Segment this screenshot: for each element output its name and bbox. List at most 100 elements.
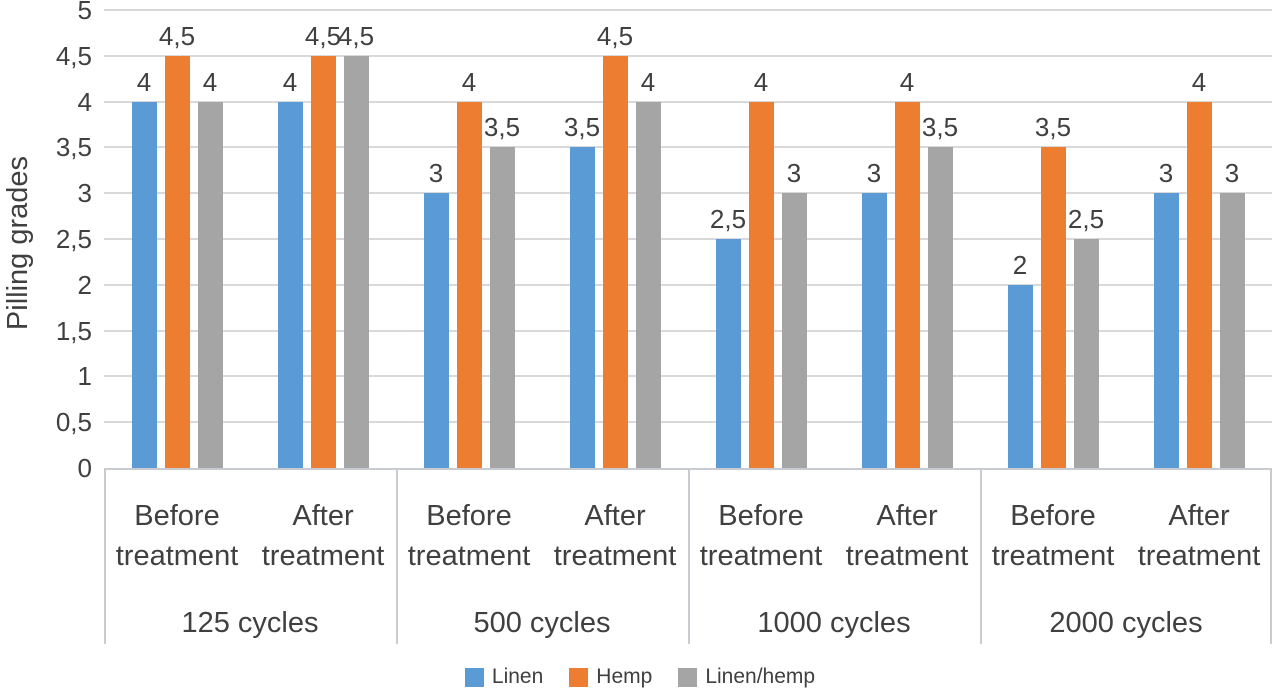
bar-value-label: 4	[753, 66, 769, 97]
category-axis-divider	[688, 470, 690, 644]
category-label-line: treatment	[115, 540, 239, 572]
legend-item-linen-hemp: Linen/hemp	[678, 665, 815, 689]
gridline	[104, 146, 1272, 149]
y-axis-tick-label: 0,5	[55, 407, 92, 438]
bar-linen-hemp	[781, 193, 807, 468]
bar-linen-hemp	[489, 147, 515, 468]
bar-hemp	[1186, 101, 1212, 468]
bar-value-label: 4	[1191, 66, 1207, 97]
bar-linen	[277, 101, 303, 468]
category-label: After treatment	[542, 496, 688, 576]
legend-swatch-icon	[678, 667, 698, 687]
legend-label: Linen	[491, 665, 544, 688]
bar-value-label: 4,5	[596, 20, 634, 51]
category-label: Before treatment	[104, 496, 250, 576]
gridline	[104, 100, 1272, 103]
category-label: After treatment	[250, 496, 396, 576]
bar-linen-hemp	[1219, 193, 1245, 468]
y-axis-tick-label: 5	[77, 0, 92, 25]
bar-linen	[1007, 284, 1033, 468]
category-label-line: After	[1168, 500, 1230, 532]
category-label-line: Before	[1010, 500, 1096, 532]
category-axis-divider	[104, 470, 106, 644]
gridline	[104, 283, 1272, 286]
gridline	[104, 421, 1272, 424]
y-axis-tick-label: 1,5	[55, 315, 92, 346]
legend-item-linen: Linen	[464, 665, 544, 689]
bar-linen	[1153, 193, 1179, 468]
bar-linen-hemp	[635, 101, 661, 468]
category-label-line: Before	[718, 500, 804, 532]
bar-value-label: 4,5	[304, 20, 342, 51]
category-label-line: treatment	[991, 540, 1115, 572]
plot-area: 4 4 3 3,5 2,5 3 2 3 4,5 4,5 4 4,5 4 4 3,5 4 4 4,5 3,5 4 3 3,5…	[104, 9, 1272, 468]
legend-swatch-icon	[569, 667, 589, 687]
category-label-line: After	[292, 500, 354, 532]
bar-value-label: 3,5	[1034, 112, 1072, 143]
y-axis-tick-label: 2	[77, 269, 92, 300]
bar-linen	[131, 101, 157, 468]
bar-hemp	[894, 101, 920, 468]
category-label-line: treatment	[407, 540, 531, 572]
category-label-line: Before	[426, 500, 512, 532]
category-label: After treatment	[834, 496, 980, 576]
bar-hemp	[602, 55, 628, 468]
group-label: 1000 cycles	[757, 607, 911, 639]
category-label: Before treatment	[688, 496, 834, 576]
category-axis-divider	[396, 470, 398, 644]
bar-linen-hemp	[343, 55, 369, 468]
legend-label: Linen/hemp	[705, 665, 816, 688]
bar-hemp	[310, 55, 336, 468]
gridline	[104, 375, 1272, 378]
bar-linen-hemp	[927, 147, 953, 468]
bar-value-label: 4,5	[158, 20, 196, 51]
y-axis-tick-labels: 0 0,5 1 1,5 2 2,5 3 3,5 4 4,5 5	[0, 0, 92, 483]
gridline	[104, 238, 1272, 240]
bar-linen	[569, 147, 595, 468]
category-label: Before treatment	[980, 496, 1126, 576]
category-label: After treatment	[1126, 496, 1272, 576]
bar-linen	[423, 193, 449, 468]
y-axis-tick-label: 3,5	[55, 132, 92, 163]
category-label-line: treatment	[845, 540, 969, 572]
category-label-line: treatment	[699, 540, 823, 572]
legend-item-hemp: Hemp	[569, 665, 652, 689]
legend: Linen Hemp Linen/hemp	[0, 660, 1280, 694]
group-label: 500 cycles	[473, 607, 611, 639]
bar-hemp	[456, 101, 482, 468]
category-label-line: treatment	[553, 540, 677, 572]
category-label-line: After	[584, 500, 646, 532]
gridline	[104, 192, 1272, 195]
category-label: Before treatment	[396, 496, 542, 576]
bar-hemp	[164, 55, 190, 468]
gridline	[104, 9, 1272, 11]
bar-hemp	[1040, 147, 1066, 468]
category-label-line: After	[876, 500, 938, 532]
bar-linen	[861, 193, 887, 468]
y-axis-tick-label: 1	[77, 361, 92, 392]
bar-value-label: 4	[461, 66, 477, 97]
group-label: 125 cycles	[181, 607, 319, 639]
legend-label: Hemp	[596, 665, 653, 688]
legend-swatch-icon	[464, 667, 484, 687]
y-axis-tick-label: 2,5	[55, 224, 92, 254]
gridline	[104, 329, 1272, 332]
y-axis-tick-label: 3	[77, 178, 92, 209]
y-axis-tick-label: 4,5	[55, 40, 92, 71]
y-axis-tick-label: 4	[77, 86, 92, 117]
category-label-line: treatment	[1137, 540, 1261, 572]
y-axis-tick-label: 0	[77, 453, 92, 483]
gridline	[104, 54, 1272, 57]
bar-linen-hemp	[197, 101, 223, 468]
category-axis: Before treatment After treatment Before treat…	[104, 468, 1272, 644]
category-label-line: treatment	[261, 540, 385, 572]
group-label: 2000 cycles	[1049, 607, 1203, 639]
bar-linen	[715, 239, 741, 468]
category-axis-divider	[1270, 470, 1272, 644]
bar-value-label: 4	[899, 66, 915, 97]
category-axis-divider	[980, 470, 982, 644]
bar-value-label: 4,5	[337, 20, 375, 51]
bar-linen-hemp	[1073, 239, 1099, 468]
category-label-line: Before	[134, 500, 220, 532]
